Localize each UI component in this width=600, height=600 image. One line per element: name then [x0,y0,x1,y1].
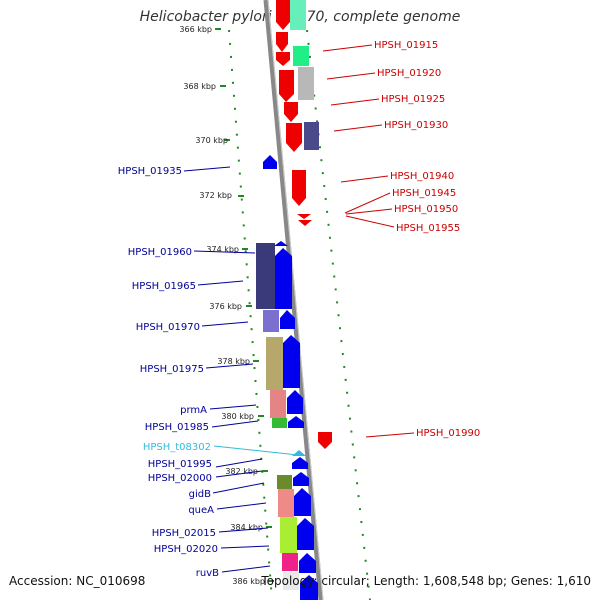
cog-block [293,46,309,66]
gene-label-HPSH_01995[interactable]: HPSH_01995 [148,459,212,470]
minus-gene-arrow [276,0,290,30]
gene-label-HPSH_01950[interactable]: HPSH_01950 [394,204,458,215]
gene-label-HPSH_01955[interactable]: HPSH_01955 [396,223,460,234]
kbp-tick-label: 380 kbp [221,412,254,421]
gene-label-HPSH_01965[interactable]: HPSH_01965 [132,281,196,292]
kbp-tick-label: 372 kbp [199,191,232,200]
minus-gene-arrow [292,170,306,206]
backbone-highlight [267,0,324,600]
kbp-tick-label: 370 kbp [195,136,228,145]
genome-summary: Topology: circular; Length: 1,608,548 bp… [261,574,591,588]
plus-gene-arrow [274,241,288,246]
plus-gene-arrow [297,518,314,550]
plus-gene-arrow [300,575,318,600]
trna-arrow [292,450,306,456]
kbp-tick-label: 366 kbp [179,25,212,34]
plus-gene-arrow [283,335,300,388]
minus-gene-arrow [276,32,288,52]
plus-gene-arrow [275,248,292,309]
minus-gene-arrow [276,52,290,66]
cog-block [266,337,283,390]
kbp-tick-label: 378 kbp [217,357,250,366]
plus-gene-arrow [287,390,303,414]
outer-right-dot-track [306,29,371,600]
cog-block [263,310,279,332]
right-leader-lines [322,44,415,438]
gene-label-HPSH_01930[interactable]: HPSH_01930 [384,120,448,131]
gene-label-HPSH_02015[interactable]: HPSH_02015 [152,528,216,539]
cog-block [290,0,306,30]
cog-block [280,517,297,553]
minus-gene-arrow [318,432,332,449]
plus-gene-arrow [288,416,304,428]
cog-block [270,390,286,418]
kbp-tick-label: 386 kbp [232,577,265,586]
cog-block [256,243,275,309]
kbp-tick-label: 382 kbp [225,467,258,476]
backbone-track [263,0,324,600]
gene-label-HPSH_01925[interactable]: HPSH_01925 [381,94,445,105]
minus-gene-arrow [284,102,298,122]
gene-label-HPSH_01985[interactable]: HPSH_01985 [145,422,209,433]
gene-label-prmA[interactable]: prmA [180,405,207,416]
gene-label-HPSH_01960[interactable]: HPSH_01960 [128,247,192,258]
plus-gene-arrow [263,155,277,169]
gene-label-HPSH_01935[interactable]: HPSH_01935 [118,166,182,177]
trna-leader-line [213,445,299,456]
cog-block [278,489,294,517]
cog-block [298,67,314,100]
cog-block [277,475,292,489]
kbp-tick-label: 384 kbp [230,523,263,532]
gene-label-HPSH_02020[interactable]: HPSH_02020 [154,544,218,555]
gene-label-HPSH_02000[interactable]: HPSH_02000 [148,473,212,484]
plus-gene-arrow [294,488,311,516]
kbp-tick-label: 374 kbp [206,245,239,254]
gene-label-HPSH_01940[interactable]: HPSH_01940 [390,171,454,182]
gene-label-HPSH_t08302[interactable]: HPSH_t08302 [143,442,211,453]
minus-gene-arrow [297,214,311,219]
gene-label-HPSH_01975[interactable]: HPSH_01975 [140,364,204,375]
minus-gene-arrow [298,220,312,226]
cog-block [272,418,287,428]
cog-block [304,122,319,150]
accession-label: Accession: NC_010698 [9,574,146,588]
plus-gene-arrow [280,310,295,329]
plus-gene-arrow [293,472,309,486]
cog-block [282,553,298,571]
left-leader-lines [183,166,271,573]
gene-label-HPSH_01970[interactable]: HPSH_01970 [136,322,200,333]
plus-gene-arrow [299,553,316,573]
kbp-tick-label: 376 kbp [209,302,242,311]
gene-label-ruvB[interactable]: ruvB [196,568,219,579]
gene-label-HPSH_01945[interactable]: HPSH_01945 [392,188,456,199]
plus-gene-arrow [292,457,308,469]
minus-gene-arrow [286,123,302,152]
minus-gene-arrow [279,70,294,102]
cog-block [283,572,299,590]
gene-label-gidB[interactable]: gidB [189,489,211,500]
gene-label-HPSH_01915[interactable]: HPSH_01915 [374,40,438,51]
gene-label-HPSH_01990[interactable]: HPSH_01990 [416,428,480,439]
kbp-tick-label: 368 kbp [183,82,216,91]
gene-label-HPSH_01920[interactable]: HPSH_01920 [377,68,441,79]
gene-label-queA[interactable]: queA [188,505,214,516]
